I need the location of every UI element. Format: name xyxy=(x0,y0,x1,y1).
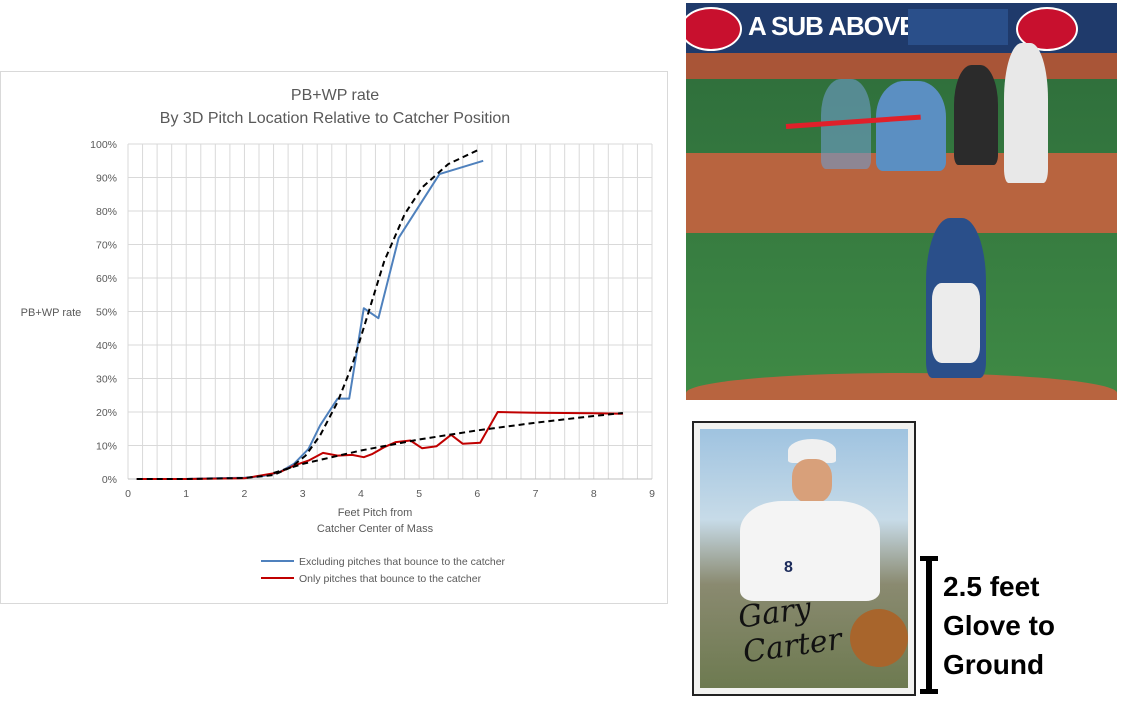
legend: Excluding pitches that bounce to the cat… xyxy=(261,556,506,585)
chart-subtitle: By 3D Pitch Location Relative to Catcher… xyxy=(160,110,510,127)
y-tick-label: 90% xyxy=(96,173,117,185)
y-tick-label: 80% xyxy=(96,206,117,218)
series-layer xyxy=(136,148,624,480)
baseball-card: 8 Gary Carter xyxy=(692,421,916,696)
series-line-excluding-bounces xyxy=(136,159,484,480)
banner-headline: A SUB ABOVE xyxy=(748,11,917,41)
x-axis-title-line2: Catcher Center of Mass xyxy=(317,523,434,535)
x-tick-label: 0 xyxy=(125,488,131,500)
umpire-figure xyxy=(954,65,998,165)
x-tick-label: 3 xyxy=(300,488,306,500)
y-tick-label: 20% xyxy=(96,407,117,419)
trendline-3 xyxy=(273,412,624,474)
y-tick-label: 60% xyxy=(96,273,117,285)
x-tick-label: 6 xyxy=(474,488,480,500)
annotation-line2: Glove to xyxy=(943,610,1056,641)
x-tick-label: 5 xyxy=(416,488,422,500)
x-tick-label: 2 xyxy=(242,488,248,500)
y-tick-label: 10% xyxy=(96,441,117,453)
stadium-photo: A SUB ABOVE xyxy=(686,3,1117,400)
y-tick-label: 0% xyxy=(102,474,117,486)
grid-layer xyxy=(127,143,653,480)
catcher-glove xyxy=(850,609,908,667)
y-tick-label: 50% xyxy=(96,307,117,319)
catcher-figure xyxy=(876,81,946,171)
x-tick-label: 8 xyxy=(591,488,597,500)
batter-figure xyxy=(1004,43,1048,183)
x-tick-label: 7 xyxy=(533,488,539,500)
x-tick-label: 1 xyxy=(183,488,189,500)
y-tick-label: 100% xyxy=(90,139,117,151)
trendline-2 xyxy=(136,148,481,480)
catcher-jersey xyxy=(740,501,880,601)
jersey-mikes-logo-left xyxy=(686,7,742,51)
x-tick-label: 4 xyxy=(358,488,364,500)
sponsor-sign xyxy=(908,9,1008,45)
legend-label-red: Only pitches that bounce to the catcher xyxy=(299,573,482,585)
x-tick-label: 9 xyxy=(649,488,655,500)
legend-label-blue: Excluding pitches that bounce to the cat… xyxy=(299,556,506,568)
x-axis-title-line1: Feet Pitch from xyxy=(338,507,413,519)
y-tick-label: 30% xyxy=(96,374,117,386)
measure-cap-bottom xyxy=(920,689,938,694)
mound-dirt xyxy=(686,373,1117,400)
warning-track xyxy=(686,53,1117,79)
chart-svg: 0% 10% 20% 30% 40% 50% 60% 70% 80% 90% 100% 0 1 2 3 4 5 6… xyxy=(21,87,655,585)
outfield-banner: A SUB ABOVE xyxy=(686,3,1117,53)
y-axis-title: PB+WP rate xyxy=(21,307,82,319)
chart-title: PB+WP rate xyxy=(291,87,379,104)
y-tick-label: 70% xyxy=(96,240,117,252)
jersey-number: 8 xyxy=(784,559,793,576)
card-photo: 8 Gary Carter xyxy=(700,429,908,688)
catcher-face xyxy=(792,459,832,503)
annotation-line3: Ground xyxy=(943,649,1045,680)
measure-bar xyxy=(926,556,932,694)
chart-panel: 0% 10% 20% 30% 40% 50% 60% 70% 80% 90% 100% 0 1 2 3 4 5 6… xyxy=(0,71,668,604)
annotation-line1: 2.5 feet xyxy=(943,571,1040,602)
pitcher-pants xyxy=(932,283,980,363)
y-tick-label: 40% xyxy=(96,340,117,352)
